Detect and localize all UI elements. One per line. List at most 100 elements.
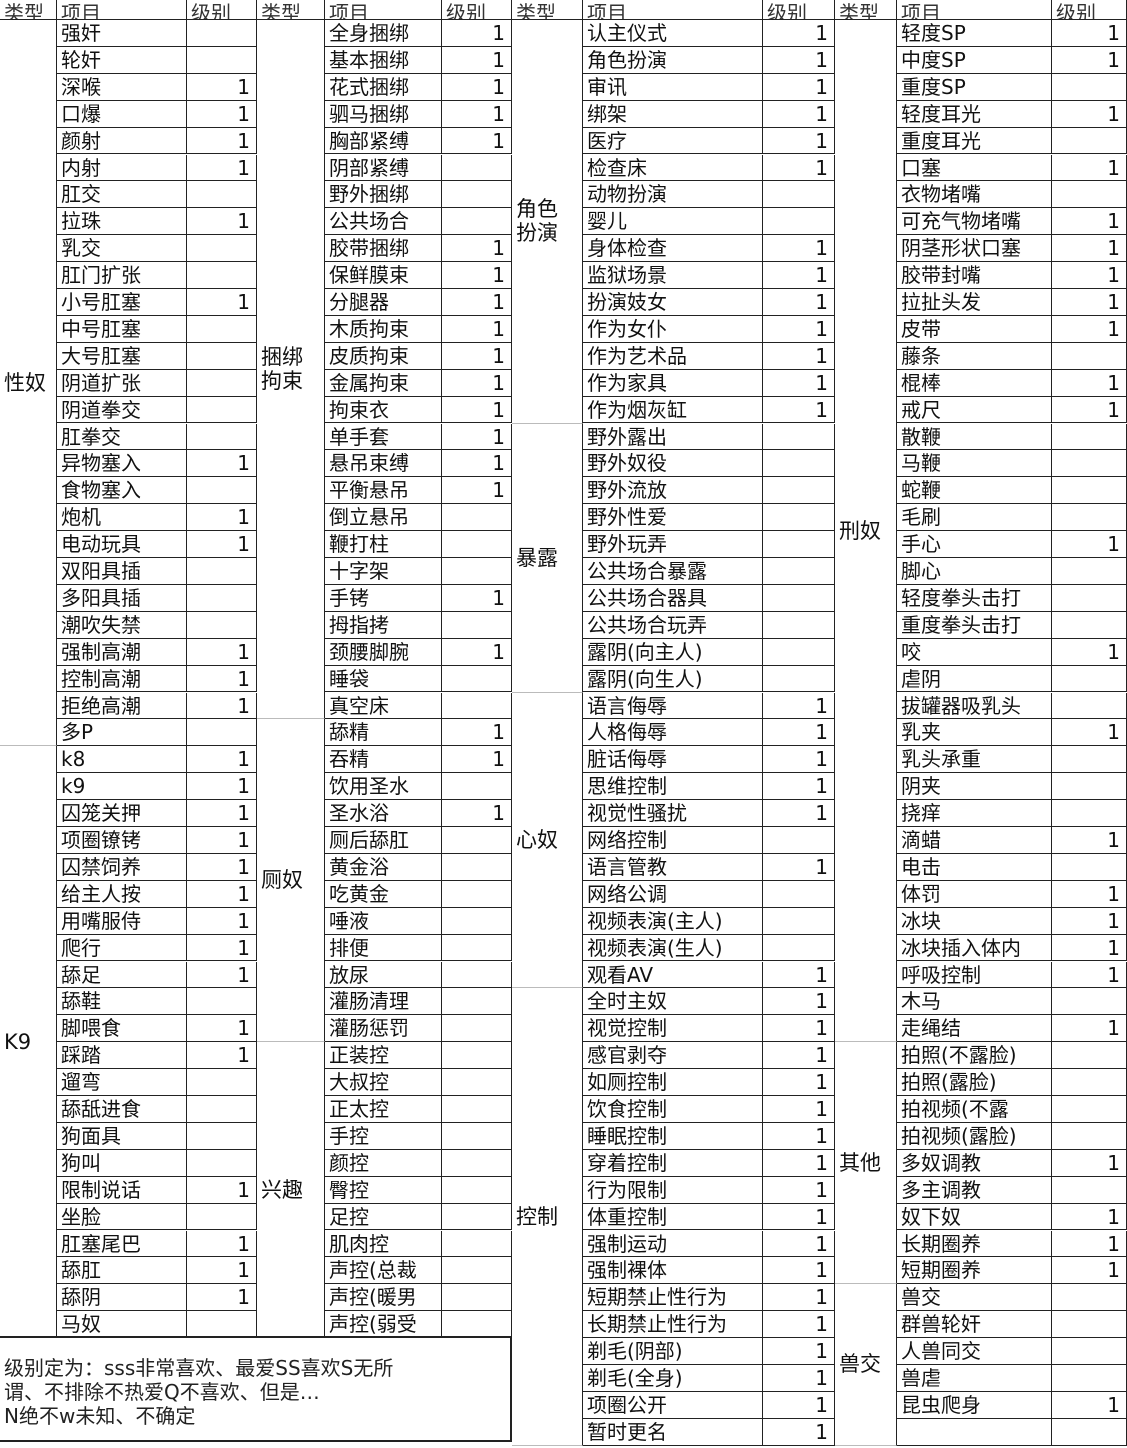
level-cell[interactable]: 1 xyxy=(763,1149,835,1177)
level-cell[interactable] xyxy=(187,584,257,612)
level-cell[interactable] xyxy=(1052,342,1127,370)
level-cell[interactable] xyxy=(187,396,257,424)
level-cell[interactable] xyxy=(763,638,835,666)
level-cell[interactable]: 1 xyxy=(763,73,835,101)
item-cell[interactable]: 狗面具 xyxy=(57,1122,187,1150)
level-cell[interactable] xyxy=(1052,423,1127,451)
item-cell[interactable]: 露阴(向生人) xyxy=(583,665,763,693)
level-cell[interactable]: 1 xyxy=(763,1096,835,1123)
item-cell[interactable]: 颈腰脚腕 xyxy=(325,638,442,666)
level-cell[interactable] xyxy=(1052,1284,1127,1312)
level-cell[interactable]: 1 xyxy=(763,773,835,801)
level-cell[interactable]: 1 xyxy=(763,20,835,47)
level-cell[interactable]: 1 xyxy=(187,827,257,854)
level-cell[interactable] xyxy=(442,773,512,801)
level-cell[interactable]: 1 xyxy=(763,396,835,424)
level-cell[interactable]: 1 xyxy=(1052,289,1127,316)
level-cell[interactable] xyxy=(1052,1418,1127,1446)
item-cell[interactable]: 囚禁饲养 xyxy=(57,853,187,881)
item-cell[interactable]: 走绳结 xyxy=(897,1015,1052,1043)
level-cell[interactable]: 1 xyxy=(763,1311,835,1339)
level-cell[interactable] xyxy=(187,1311,257,1339)
level-cell[interactable]: 1 xyxy=(1052,1391,1127,1419)
item-cell[interactable]: 野外捆绑 xyxy=(325,181,442,209)
level-cell[interactable]: 1 xyxy=(763,1203,835,1231)
level-cell[interactable]: 1 xyxy=(1052,719,1127,747)
item-cell[interactable]: 野外流放 xyxy=(583,477,763,505)
category-cell[interactable]: 厕奴 xyxy=(257,719,325,1043)
item-cell[interactable]: 异物塞入 xyxy=(57,450,187,478)
level-cell[interactable] xyxy=(1052,1096,1127,1123)
item-cell[interactable]: 分腿器 xyxy=(325,289,442,316)
level-cell[interactable]: 1 xyxy=(763,1122,835,1150)
level-cell[interactable] xyxy=(187,988,257,1016)
item-cell[interactable]: 踩踏 xyxy=(57,1042,187,1070)
level-cell[interactable] xyxy=(187,342,257,370)
level-cell[interactable] xyxy=(1052,1338,1127,1365)
level-cell[interactable] xyxy=(1052,853,1127,881)
item-cell[interactable]: 放尿 xyxy=(325,961,442,989)
item-cell[interactable]: 野外奴役 xyxy=(583,450,763,478)
item-cell[interactable]: 衣物堵嘴 xyxy=(897,181,1052,209)
level-cell[interactable]: 1 xyxy=(1052,369,1127,397)
item-cell[interactable]: 公共场合 xyxy=(325,208,442,236)
level-cell[interactable] xyxy=(442,1203,512,1231)
level-cell[interactable]: 1 xyxy=(1052,1015,1127,1043)
level-cell[interactable]: 1 xyxy=(763,800,835,827)
level-cell[interactable]: 1 xyxy=(763,46,835,74)
level-cell[interactable] xyxy=(1052,584,1127,612)
level-cell[interactable]: 1 xyxy=(1052,1230,1127,1258)
level-cell[interactable] xyxy=(763,665,835,693)
item-cell[interactable]: 口爆 xyxy=(57,100,187,128)
item-cell[interactable]: 黄金浴 xyxy=(325,853,442,881)
level-cell[interactable] xyxy=(187,235,257,263)
item-cell[interactable]: 视频表演(生人) xyxy=(583,934,763,962)
level-cell[interactable] xyxy=(442,1042,512,1070)
level-cell[interactable] xyxy=(1052,692,1127,720)
item-cell[interactable]: 吞精 xyxy=(325,746,442,774)
item-cell[interactable]: 平衡悬吊 xyxy=(325,477,442,505)
item-cell[interactable]: 思维控制 xyxy=(583,773,763,801)
item-cell[interactable]: 内射 xyxy=(57,154,187,182)
item-cell[interactable]: 身体检查 xyxy=(583,235,763,263)
item-cell[interactable]: 阴夹 xyxy=(897,773,1052,801)
item-cell[interactable]: 短期禁止性行为 xyxy=(583,1284,763,1312)
level-cell[interactable]: 1 xyxy=(187,665,257,693)
level-cell[interactable]: 1 xyxy=(1052,880,1127,908)
category-cell[interactable]: 心奴 xyxy=(512,692,583,989)
category-cell[interactable]: 刑奴 xyxy=(835,20,897,1043)
level-cell[interactable]: 1 xyxy=(442,342,512,370)
item-cell[interactable]: 炮机 xyxy=(57,504,187,532)
item-cell[interactable]: 人兽同交 xyxy=(897,1338,1052,1365)
level-cell[interactable]: 1 xyxy=(1052,154,1127,182)
level-cell[interactable] xyxy=(1052,988,1127,1016)
level-cell[interactable]: 1 xyxy=(442,450,512,478)
item-cell[interactable]: 肛交 xyxy=(57,181,187,209)
item-cell[interactable]: 作为女仆 xyxy=(583,315,763,343)
level-cell[interactable] xyxy=(1052,746,1127,774)
item-cell[interactable]: 长期圈养 xyxy=(897,1230,1052,1258)
level-cell[interactable] xyxy=(187,262,257,289)
item-cell[interactable]: 中度SP xyxy=(897,46,1052,74)
level-cell[interactable] xyxy=(1052,611,1127,639)
level-cell[interactable]: 1 xyxy=(1052,934,1127,962)
item-cell[interactable]: 剃毛(阴部) xyxy=(583,1338,763,1365)
item-cell[interactable]: 颜控 xyxy=(325,1149,442,1177)
level-cell[interactable] xyxy=(1052,1042,1127,1070)
item-cell[interactable]: 皮带 xyxy=(897,315,1052,343)
level-cell[interactable]: 1 xyxy=(442,315,512,343)
item-cell[interactable]: 舔舐进食 xyxy=(57,1096,187,1123)
level-cell[interactable]: 1 xyxy=(187,504,257,532)
category-cell[interactable]: 捆绑 拘束 xyxy=(257,20,325,720)
item-cell[interactable]: 乳头承重 xyxy=(897,746,1052,774)
category-cell[interactable]: 角色 扮演 xyxy=(512,20,583,424)
item-cell[interactable]: 胶带封嘴 xyxy=(897,262,1052,289)
item-cell[interactable]: 冰块 xyxy=(897,907,1052,935)
item-cell[interactable]: 饮用圣水 xyxy=(325,773,442,801)
level-cell[interactable]: 1 xyxy=(763,1284,835,1312)
item-cell[interactable]: 审讯 xyxy=(583,73,763,101)
item-cell[interactable]: 声控(暖男 xyxy=(325,1284,442,1312)
item-cell[interactable]: 轮奸 xyxy=(57,46,187,74)
item-cell[interactable]: 拉珠 xyxy=(57,208,187,236)
level-cell[interactable] xyxy=(442,154,512,182)
